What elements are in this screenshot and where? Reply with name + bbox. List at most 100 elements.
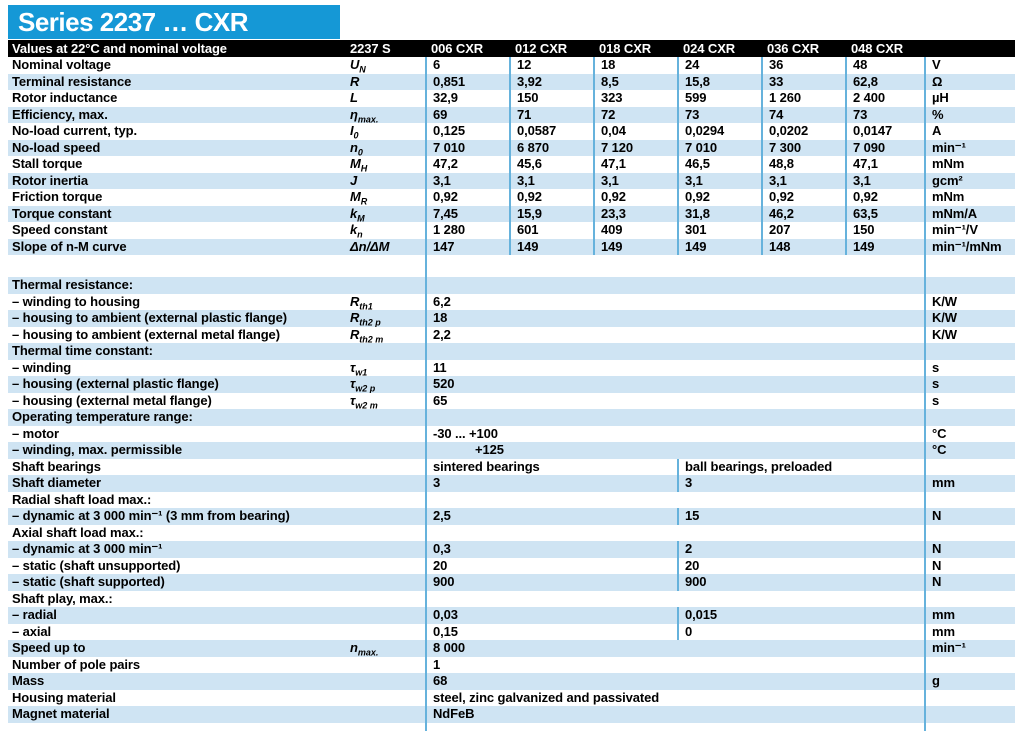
row-value: 15: [677, 508, 924, 525]
table-row: No-load speed n0 7 010 6 870 7 120 7 010 7 300…: [8, 139, 1015, 156]
column-header: 006 CXR: [425, 40, 509, 57]
table-row: Shaft play, max.:: [8, 590, 1015, 607]
row-symbol: τw1: [350, 359, 368, 377]
row-unit: [924, 409, 1015, 426]
row-unit: [924, 656, 1015, 673]
row-unit: N: [924, 508, 1015, 525]
table-row: – static (shaft supported) 900 900 N: [8, 574, 1015, 591]
row-value: 3,92: [509, 73, 593, 90]
row-value: 6: [425, 57, 509, 74]
table-row: No-load current, typ. I0 0,125 0,0587 0,04 0,…: [8, 123, 1015, 140]
row-unit: [924, 689, 1015, 706]
row-symbol: [344, 442, 425, 459]
row-label: – housing (external metal flange): [12, 392, 212, 408]
row-symbol: [344, 607, 425, 624]
row-label: Magnet material: [8, 706, 344, 723]
table-row: Thermal resistance:: [8, 277, 1015, 294]
row-label: Mass: [8, 673, 344, 690]
row-unit: %: [924, 106, 1015, 123]
row-unit: s: [924, 359, 1015, 376]
row-value: 15,8: [677, 73, 761, 90]
table-row: Torque constant kM 7,45 15,9 23,3 31,8 46,2 63,…: [8, 205, 1015, 222]
table-row: Speed constant kn 1 280 601 409 301 207 150 min⁻…: [8, 222, 1015, 239]
row-label: Axial shaft load max.:: [12, 524, 144, 540]
row-value: 24: [677, 57, 761, 74]
row-value: ball bearings, preloaded: [677, 458, 924, 475]
row-value: -30 ... +100: [425, 425, 924, 442]
table-row: – winding τw1 11 s: [8, 359, 1015, 377]
row-value: 150: [509, 90, 593, 107]
row-unit: °C: [924, 442, 1015, 459]
column-header: 024 CXR: [677, 40, 761, 57]
row-label: – housing (external plastic flange): [8, 376, 344, 393]
row-value: 12: [509, 57, 593, 74]
table-row: – dynamic at 3 000 min⁻¹ 0,3 2 N: [8, 541, 1015, 558]
row-unit: mNm/A: [924, 205, 1015, 222]
row-value: 0,851: [425, 73, 509, 90]
row-value: 3,1: [593, 172, 677, 189]
row-value: 7 120: [593, 139, 677, 156]
row-value: 2,5: [425, 508, 677, 525]
row-value: 3,1: [845, 172, 924, 189]
row-value: 0,0147: [845, 123, 924, 140]
row-label: Rotor inertia: [8, 172, 344, 189]
row-label: – housing to ambient (external metal fla…: [12, 326, 280, 342]
table-row: Shaft diameter 3 3 mm: [8, 475, 1015, 492]
row-symbol: [344, 255, 425, 277]
row-label: Terminal resistance: [8, 73, 344, 90]
row-value: 0,92: [509, 189, 593, 206]
row-label: Speed up to: [8, 640, 344, 657]
row-value: 0,0587: [509, 123, 593, 140]
row-value: 301: [677, 222, 761, 239]
row-unit: min⁻¹: [924, 640, 1015, 657]
row-symbol: I0: [350, 123, 359, 140]
row-label: Friction torque: [12, 189, 103, 204]
row-label: – dynamic at 3 000 min⁻¹ (3 mm from bear…: [8, 508, 344, 525]
row-value: 0,0202: [761, 123, 845, 140]
row-symbol: R: [344, 73, 425, 90]
row-value: 149: [845, 238, 924, 255]
row-symbol: [344, 409, 425, 426]
table-row: Rotor inductance L 32,9 150 323 599 1 260 2 400…: [8, 90, 1015, 107]
table-row: – static (shaft unsupported) 20 20 N: [8, 557, 1015, 574]
row-value: [425, 524, 924, 541]
row-value: 0,92: [593, 189, 677, 206]
row-value: 36: [761, 57, 845, 74]
row-value: 0,03: [425, 607, 677, 624]
row-value: 7 300: [761, 139, 845, 156]
row-value: 48,8: [761, 156, 845, 173]
row-unit: mNm: [924, 156, 1015, 173]
table-row: – housing to ambient (external plastic f…: [8, 310, 1015, 327]
row-value: 147: [425, 238, 509, 255]
row-value: [425, 722, 924, 731]
row-symbol: ηmax.: [344, 106, 425, 123]
row-value: 0,0294: [677, 123, 761, 140]
table-row: Shaft bearings sintered bearings ball bear…: [8, 458, 1015, 475]
row-value: 8 000: [425, 640, 924, 657]
row-unit: N: [924, 557, 1015, 574]
row-label: – winding: [12, 359, 72, 375]
row-value: 31,8: [677, 205, 761, 222]
row-value: 33: [761, 73, 845, 90]
table-header-columns: 006 CXR 012 CXR 018 CXR 024 CXR 036 CXR 048 C…: [425, 40, 924, 57]
row-value: 2,2: [425, 326, 924, 343]
row-value: 32,9: [425, 90, 509, 107]
row-value: 7 090: [845, 139, 924, 156]
row-symbol: [344, 492, 425, 509]
row-value: 65: [425, 392, 924, 409]
row-unit: N: [924, 574, 1015, 591]
table-row: Terminal resistance R 0,851 3,92 8,5 15,8 33 62…: [8, 73, 1015, 90]
row-value: steel, zinc galvanized and passivated: [425, 689, 924, 706]
row-value: 0,04: [593, 123, 677, 140]
row-label: Radial shaft load max.:: [12, 491, 152, 507]
column-header: 036 CXR: [761, 40, 845, 57]
column-header: 012 CXR: [509, 40, 593, 57]
row-value: 0,15: [425, 623, 677, 640]
row-symbol: τw2 m: [350, 392, 378, 410]
row-unit: [924, 524, 1015, 541]
row-label: – axial: [12, 623, 52, 639]
row-value: [425, 277, 924, 294]
row-label: – housing to ambient (external plastic f…: [8, 310, 344, 327]
row-unit: [924, 590, 1015, 607]
row-unit: °C: [924, 425, 1015, 442]
